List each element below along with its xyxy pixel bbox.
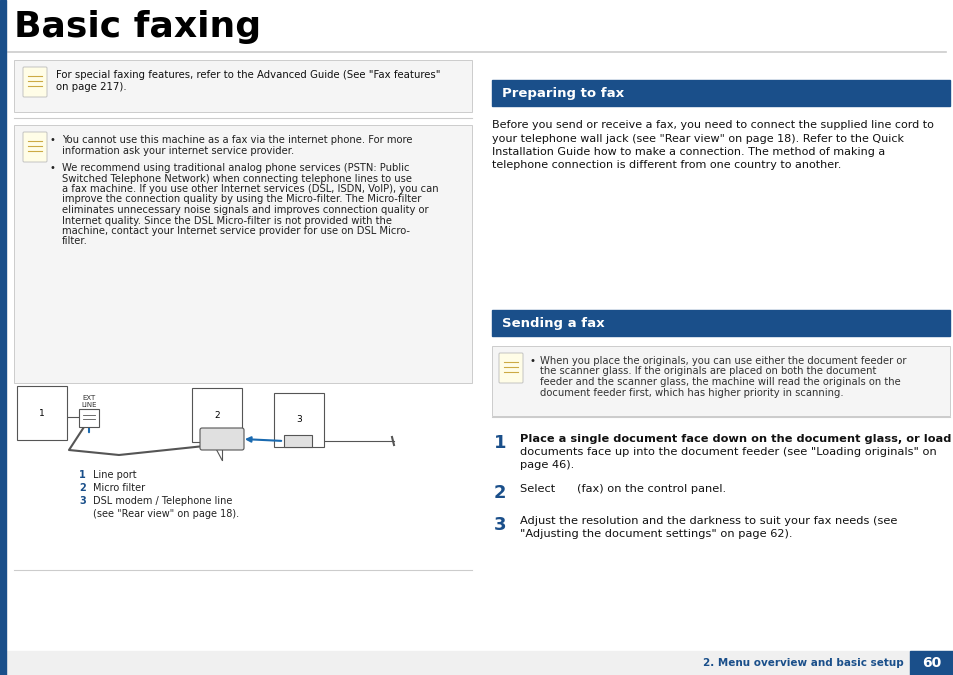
- FancyBboxPatch shape: [23, 132, 47, 162]
- Text: your telephone wall jack (see "Rear view" on page 18). Refer to the Quick: your telephone wall jack (see "Rear view…: [492, 134, 903, 144]
- Text: a fax machine. If you use other Internet services (DSL, ISDN, VoIP), you can: a fax machine. If you use other Internet…: [62, 184, 438, 194]
- Text: Preparing to fax: Preparing to fax: [501, 86, 623, 99]
- Text: Micro filter: Micro filter: [92, 483, 145, 493]
- Text: Before you send or receive a fax, you need to connect the supplied line cord to: Before you send or receive a fax, you ne…: [492, 120, 933, 130]
- Text: feeder and the scanner glass, the machine will read the originals on the: feeder and the scanner glass, the machin…: [539, 377, 900, 387]
- Text: LINE: LINE: [81, 402, 96, 408]
- FancyBboxPatch shape: [23, 67, 47, 97]
- Text: 1: 1: [79, 470, 86, 480]
- Text: Installation Guide how to make a connection. The method of making a: Installation Guide how to make a connect…: [492, 147, 884, 157]
- Text: •: •: [530, 356, 536, 366]
- FancyBboxPatch shape: [14, 125, 472, 383]
- Text: DSL modem / Telephone line: DSL modem / Telephone line: [92, 496, 233, 506]
- Text: You cannot use this machine as a fax via the internet phone. For more: You cannot use this machine as a fax via…: [62, 135, 412, 145]
- Text: 3: 3: [494, 516, 506, 534]
- Text: Sending a fax: Sending a fax: [501, 317, 604, 329]
- Text: Adjust the resolution and the darkness to suit your fax needs (see: Adjust the resolution and the darkness t…: [519, 516, 897, 526]
- Text: Line port: Line port: [92, 470, 136, 480]
- Text: 1: 1: [39, 408, 45, 418]
- Bar: [492, 80, 949, 106]
- FancyBboxPatch shape: [492, 346, 949, 416]
- Text: (see "Rear view" on page 18).: (see "Rear view" on page 18).: [92, 509, 239, 519]
- Bar: [492, 310, 949, 336]
- FancyBboxPatch shape: [14, 60, 472, 112]
- Text: EXT: EXT: [82, 395, 95, 401]
- Text: We recommend using traditional analog phone services (PSTN: Public: We recommend using traditional analog ph…: [62, 163, 409, 173]
- Text: "Adjusting the document settings" on page 62).: "Adjusting the document settings" on pag…: [519, 529, 792, 539]
- Text: 3: 3: [295, 416, 301, 425]
- Text: Internet quality. Since the DSL Micro-filter is not provided with the: Internet quality. Since the DSL Micro-fi…: [62, 215, 392, 225]
- Text: improve the connection quality by using the Micro-filter. The Micro-filter: improve the connection quality by using …: [62, 194, 421, 205]
- Text: document feeder first, which has higher priority in scanning.: document feeder first, which has higher …: [539, 387, 842, 398]
- Text: 1: 1: [494, 434, 506, 452]
- Text: the scanner glass. If the originals are placed on both the document: the scanner glass. If the originals are …: [539, 367, 876, 377]
- FancyBboxPatch shape: [200, 428, 244, 450]
- Text: 2: 2: [214, 410, 219, 419]
- Bar: [0, 651, 953, 675]
- Text: telephone connection is different from one country to another.: telephone connection is different from o…: [492, 161, 841, 171]
- Text: 60: 60: [922, 656, 941, 670]
- Text: When you place the originals, you can use either the document feeder or: When you place the originals, you can us…: [539, 356, 905, 366]
- Text: Place a single document face down on the document glass, or load the: Place a single document face down on the…: [519, 434, 953, 444]
- Text: filter.: filter.: [62, 236, 88, 246]
- Text: machine, contact your Internet service provider for use on DSL Micro-: machine, contact your Internet service p…: [62, 226, 410, 236]
- Text: •: •: [50, 163, 56, 173]
- Text: Switched Telephone Network) when connecting telephone lines to use: Switched Telephone Network) when connect…: [62, 173, 412, 184]
- Text: Basic faxing: Basic faxing: [14, 10, 261, 44]
- Bar: [79, 409, 99, 427]
- Text: documents face up into the document feeder (see "Loading originals" on: documents face up into the document feed…: [519, 447, 936, 457]
- Bar: [0, 0, 6, 675]
- FancyBboxPatch shape: [498, 353, 522, 383]
- Text: information ask your internet service provider.: information ask your internet service pr…: [62, 146, 294, 155]
- Text: •: •: [50, 135, 56, 145]
- Text: 2. Menu overview and basic setup: 2. Menu overview and basic setup: [702, 658, 903, 668]
- Text: 3: 3: [79, 496, 86, 506]
- Text: page 46).: page 46).: [519, 460, 574, 470]
- Text: eliminates unnecessary noise signals and improves connection quality or: eliminates unnecessary noise signals and…: [62, 205, 428, 215]
- Text: 2: 2: [79, 483, 86, 493]
- Text: 2: 2: [494, 484, 506, 502]
- Text: Select      (fax) on the control panel.: Select (fax) on the control panel.: [519, 484, 725, 494]
- Text: on page 217).: on page 217).: [56, 82, 127, 92]
- Bar: [284, 435, 312, 447]
- Bar: [909, 651, 953, 675]
- Text: For special faxing features, refer to the Advanced Guide (See "Fax features": For special faxing features, refer to th…: [56, 70, 440, 80]
